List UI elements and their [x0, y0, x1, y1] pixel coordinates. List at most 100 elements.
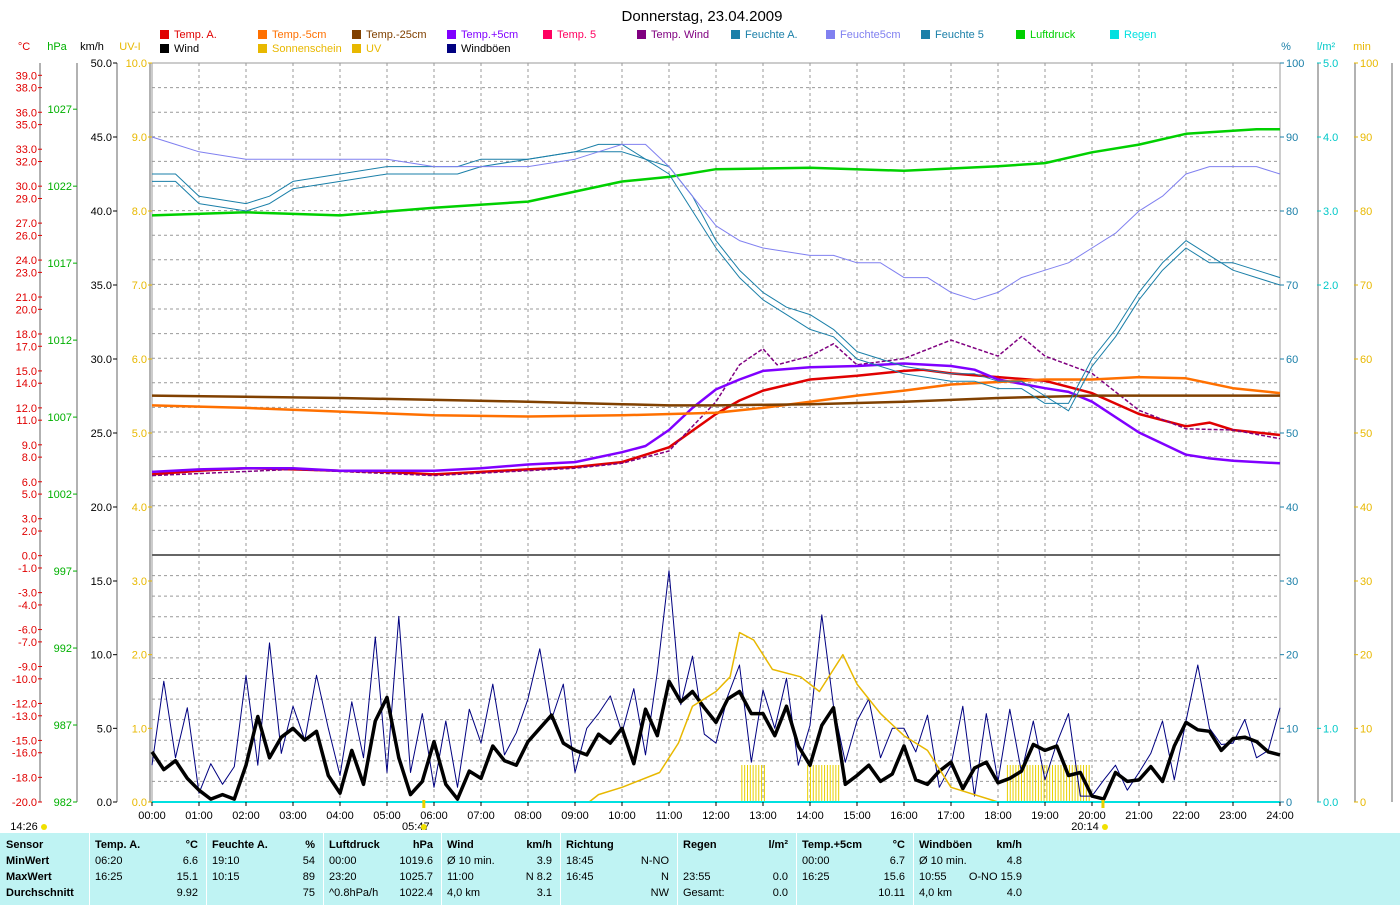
- legend-swatch: [731, 30, 740, 39]
- x-tick-label: 13:00: [749, 810, 777, 822]
- humidity-tick-label: 60: [1286, 354, 1298, 366]
- x-tick-label: 22:00: [1172, 810, 1200, 822]
- x-tick-label: 15:00: [843, 810, 871, 822]
- temp-tick-label: 35.0: [16, 120, 37, 132]
- series-temp-25cm: [151, 394, 1280, 407]
- wind-tick-label: 25.0: [91, 428, 112, 440]
- x-tick-label: 24:00: [1266, 810, 1294, 822]
- axis-unit-label: l/m²: [1317, 41, 1336, 53]
- x-tick-label: 07:00: [467, 810, 495, 822]
- sunshine-tick-label: 60: [1360, 354, 1372, 366]
- x-tick-label: 11:00: [656, 810, 683, 822]
- legend-label: Temp. 5: [557, 29, 596, 41]
- temp-tick-label: -7.0: [18, 637, 37, 649]
- stats-unit: %: [305, 839, 315, 851]
- current-time-icon: [41, 824, 47, 830]
- temp-tick-label: -20.0: [12, 797, 37, 809]
- legend-label: Temp. Wind: [651, 29, 709, 41]
- rain-tick-label: 2.0: [1323, 280, 1338, 292]
- series-feuchte-a: [152, 143, 1281, 404]
- x-tick-label: 09:00: [561, 810, 589, 822]
- stats-value: N: [661, 871, 669, 883]
- humidity-tick-label: 90: [1286, 132, 1298, 144]
- temp-tick-label: 2.0: [22, 526, 37, 538]
- temp-tick-label: 5.0: [22, 489, 37, 501]
- stats-value: O-NO 15.9: [968, 871, 1022, 883]
- stats-time: 18:45: [566, 855, 594, 867]
- stats-time: ^0.8hPa/h: [329, 887, 379, 899]
- uv-tick-label: 7.0: [132, 280, 147, 292]
- sunshine-tick-label: 20: [1360, 650, 1372, 662]
- stats-time: 16:25: [802, 871, 830, 883]
- x-tick-label: 18:00: [984, 810, 1012, 822]
- legend-label: Luftdruck: [1030, 29, 1076, 41]
- wind-tick-label: 35.0: [91, 280, 112, 292]
- pressure-tick-label: 997: [54, 566, 72, 578]
- legend-swatch: [160, 30, 169, 39]
- sunshine-tick-label: 30: [1360, 576, 1372, 588]
- stats-unit: °C: [892, 839, 905, 851]
- pressure-tick-label: 1002: [48, 489, 72, 501]
- stats-value: NW: [650, 887, 669, 899]
- stats-value: 15.6: [883, 871, 905, 883]
- uv-tick-label: 0.0: [132, 797, 147, 809]
- stats-header: Feuchte A.: [212, 839, 268, 851]
- axis-unit-label: °C: [18, 41, 30, 53]
- stats-value: 9.92: [176, 887, 198, 899]
- legend-swatch: [1110, 30, 1119, 39]
- temp-tick-label: -12.0: [12, 698, 37, 710]
- legend-swatch: [352, 44, 361, 53]
- temp-tick-label: -3.0: [18, 588, 37, 600]
- temp-tick-label: -6.0: [18, 625, 37, 637]
- statistics-table: Sensor MinWert MaxWert Durchschnitt Temp. A.…: [0, 833, 1400, 905]
- pressure-tick-label: 1012: [48, 335, 72, 347]
- stats-time: Ø 10 min.: [447, 855, 495, 867]
- legend-swatch: [447, 30, 456, 39]
- stats-time: 23:55: [683, 871, 711, 883]
- temp-tick-label: 23.0: [16, 267, 37, 279]
- legend-swatch: [258, 44, 267, 53]
- temp-tick-label: 36.0: [16, 107, 37, 119]
- sunshine-tick-label: 0: [1360, 797, 1366, 809]
- weather-chart: Donnerstag, 23.04.2009 Temp. A.WindTemp.…: [10, 8, 1393, 833]
- legend-swatch: [637, 30, 646, 39]
- chart-title: Donnerstag, 23.04.2009: [622, 8, 783, 25]
- stats-time: 23:20: [329, 871, 357, 883]
- stats-value: 3.1: [536, 887, 552, 899]
- stats-value: 0.0: [772, 887, 788, 899]
- series-wind: [150, 679, 1281, 801]
- stats-row-label: MaxWert: [6, 871, 52, 883]
- stats-time: 06:20: [95, 855, 123, 867]
- column-divider: [560, 833, 561, 905]
- stats-value: 4.0: [1006, 887, 1022, 899]
- x-axis: 00:00 01:00 02:00 03:00 04:00 05:00 06:00 07:00…: [10, 800, 1294, 833]
- legend-label: Temp.-5cm: [272, 29, 326, 41]
- x-tick-label: 16:00: [890, 810, 918, 822]
- pressure-tick-label: 992: [54, 643, 72, 655]
- x-tick-label: 08:00: [514, 810, 542, 822]
- legend-swatch: [921, 30, 930, 39]
- column-divider: [323, 833, 324, 905]
- wind-tick-label: 30.0: [91, 354, 112, 366]
- stats-header: Windböen: [919, 839, 973, 851]
- temp-tick-label: 15.0: [16, 366, 37, 378]
- stats-value: 6.6: [182, 855, 198, 867]
- legend-label: Feuchte5cm: [840, 29, 901, 41]
- series-luftdruck: [151, 127, 1280, 217]
- legend-label: Regen: [1124, 29, 1156, 41]
- legend-label: Sonnenschein: [272, 43, 342, 55]
- sunshine-tick-label: 90: [1360, 132, 1372, 144]
- humidity-tick-label: 30: [1286, 576, 1298, 588]
- stats-time: Gesamt:: [683, 887, 725, 899]
- column-divider: [441, 833, 442, 905]
- x-tick-label: 21:00: [1125, 810, 1153, 822]
- axis-unit-label: hPa: [47, 41, 67, 53]
- uv-tick-label: 9.0: [132, 132, 147, 144]
- wind-tick-label: 15.0: [91, 576, 112, 588]
- temp-tick-label: 11.0: [16, 415, 37, 427]
- rain-tick-label: 4.0: [1323, 132, 1338, 144]
- column-divider: [677, 833, 678, 905]
- stats-unit: °C: [185, 839, 198, 851]
- legend-swatch: [1016, 30, 1025, 39]
- wind-tick-label: 20.0: [91, 502, 112, 514]
